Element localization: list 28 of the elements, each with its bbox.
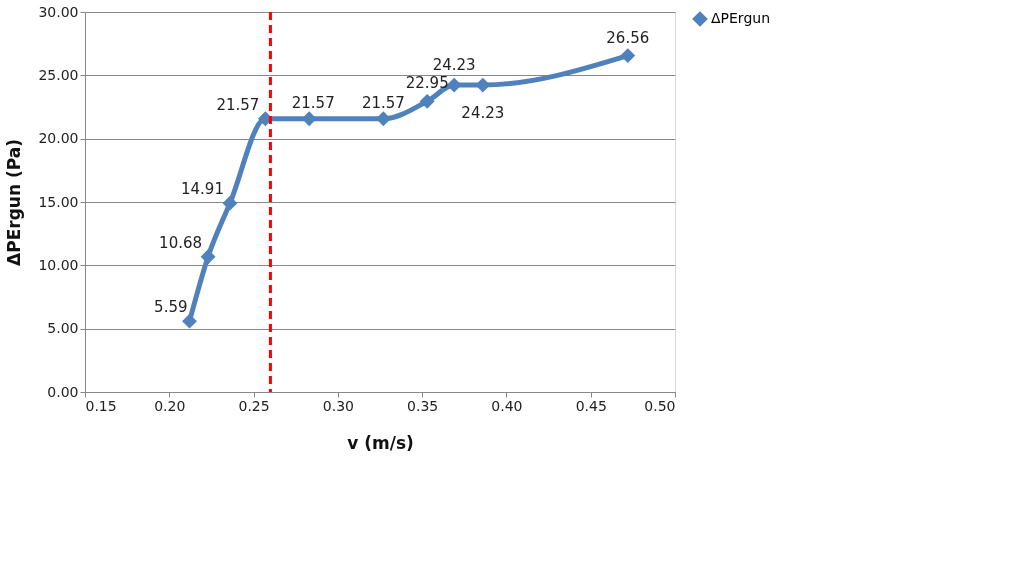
y-tick-label: 20.00 [38, 130, 79, 147]
data-label: 21.57 [291, 93, 335, 112]
y-tick-label: 15.00 [38, 193, 79, 210]
data-label: 26.56 [606, 28, 650, 47]
data-label: 24.23 [432, 56, 476, 75]
data-label: 22.95 [405, 74, 449, 93]
data-label: 5.59 [154, 298, 188, 317]
data-label: 14.91 [181, 180, 224, 199]
data-label: 21.57 [216, 95, 260, 114]
legend-label: ΔPErgun [711, 10, 771, 26]
data-label: 10.68 [159, 233, 203, 252]
x-tick-label: 0.25 [238, 397, 270, 414]
y-tick-label: 10.00 [38, 256, 79, 273]
y-tick-label: 5.00 [47, 320, 79, 337]
x-tick-label: 0.50 [644, 397, 676, 414]
x-tick-label: 0.40 [491, 397, 523, 414]
x-tick-label: 0.45 [575, 397, 607, 414]
x-axis-title: v (m/s) [347, 432, 414, 453]
y-tick-label: 0.00 [47, 383, 79, 400]
data-label: 24.23 [461, 104, 505, 123]
x-tick-label: 0.35 [407, 397, 439, 414]
data-label: 21.57 [361, 93, 405, 112]
y-tick-label: 30.00 [38, 3, 79, 20]
x-tick-label: 0.15 [85, 397, 117, 414]
y-axis-title: ΔPErgun (Pa) [4, 139, 25, 266]
x-tick-label: 0.20 [154, 397, 186, 414]
x-tick-label: 0.30 [322, 397, 354, 414]
y-tick-label: 25.00 [38, 66, 79, 83]
